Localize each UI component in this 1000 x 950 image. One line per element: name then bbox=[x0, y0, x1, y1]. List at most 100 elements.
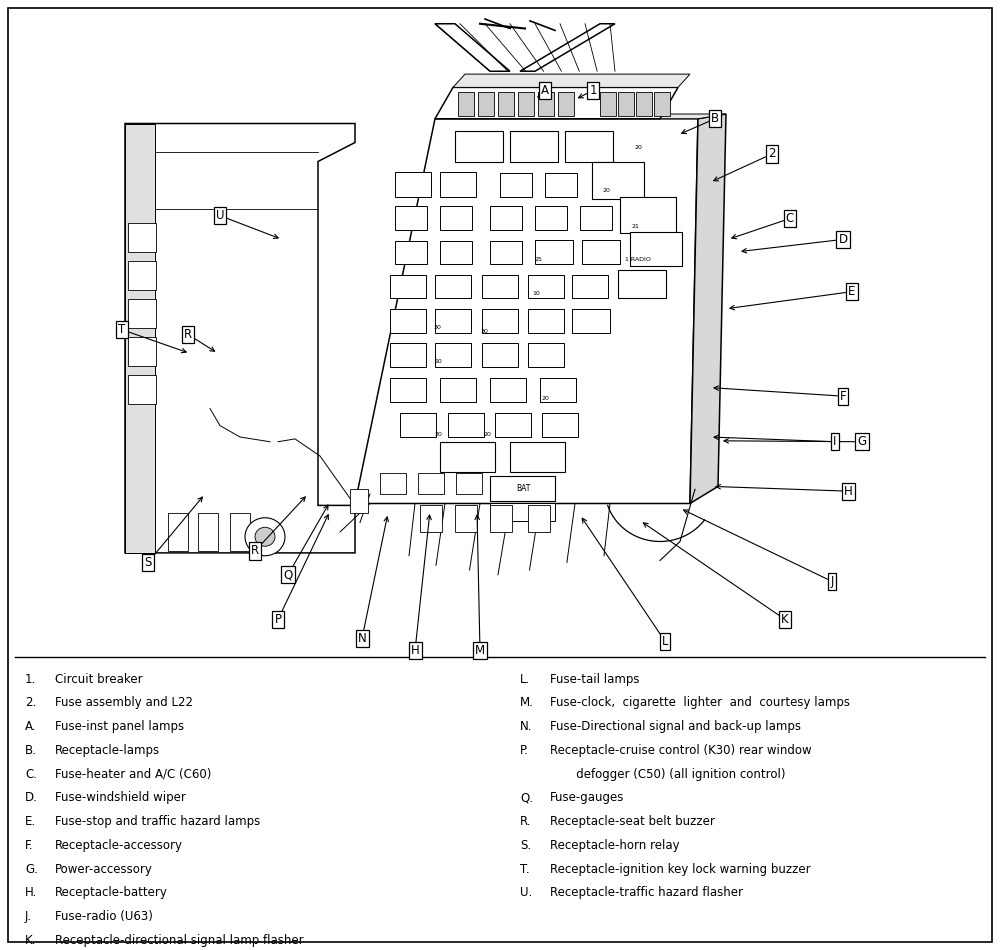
Text: Fuse assembly and L22: Fuse assembly and L22 bbox=[55, 696, 193, 710]
Text: C: C bbox=[786, 212, 794, 225]
Bar bbox=[618, 92, 634, 116]
Text: 10: 10 bbox=[532, 291, 540, 296]
Text: Receptacle-directional signal lamp flasher: Receptacle-directional signal lamp flash… bbox=[55, 934, 304, 947]
Text: 21: 21 bbox=[631, 223, 639, 229]
Bar bbox=[572, 275, 608, 298]
Bar bbox=[230, 513, 250, 551]
Bar bbox=[390, 275, 426, 298]
Text: 10: 10 bbox=[434, 359, 442, 365]
Text: 2: 2 bbox=[768, 147, 776, 161]
Text: A.: A. bbox=[25, 720, 36, 733]
Bar bbox=[490, 206, 522, 230]
Bar bbox=[490, 504, 555, 521]
Text: 20: 20 bbox=[541, 396, 549, 402]
Text: Fuse-clock,  cigarette  lighter  and  courtesy lamps: Fuse-clock, cigarette lighter and courte… bbox=[550, 696, 850, 710]
Bar bbox=[128, 299, 156, 328]
Bar bbox=[540, 378, 576, 402]
Bar bbox=[500, 173, 532, 197]
Text: Q.: Q. bbox=[520, 791, 533, 805]
Bar bbox=[198, 513, 218, 551]
Polygon shape bbox=[690, 114, 726, 504]
Text: Receptacle-cruise control (K30) rear window: Receptacle-cruise control (K30) rear win… bbox=[550, 744, 812, 757]
Bar bbox=[458, 92, 474, 116]
Text: K: K bbox=[781, 613, 789, 626]
Bar bbox=[390, 378, 426, 402]
Text: T: T bbox=[118, 323, 126, 336]
Polygon shape bbox=[355, 119, 698, 504]
Text: 2.: 2. bbox=[25, 696, 36, 710]
Text: Receptacle-horn relay: Receptacle-horn relay bbox=[550, 839, 680, 852]
Bar bbox=[572, 309, 610, 332]
Text: L.: L. bbox=[520, 673, 530, 686]
Bar bbox=[478, 92, 494, 116]
Text: T.: T. bbox=[520, 863, 530, 876]
Text: Fuse-Directional signal and back-up lamps: Fuse-Directional signal and back-up lamp… bbox=[550, 720, 801, 733]
Bar bbox=[482, 309, 518, 332]
Text: Q: Q bbox=[283, 568, 293, 581]
Bar bbox=[528, 505, 550, 532]
Text: E: E bbox=[848, 285, 856, 298]
Text: Fuse-inst panel lamps: Fuse-inst panel lamps bbox=[55, 720, 184, 733]
Text: H: H bbox=[844, 484, 852, 498]
Text: Fuse-radio (U63): Fuse-radio (U63) bbox=[55, 910, 153, 923]
Text: BAT: BAT bbox=[516, 484, 530, 493]
Text: 1.: 1. bbox=[25, 673, 36, 686]
Bar bbox=[128, 337, 156, 366]
Bar bbox=[490, 476, 555, 501]
Text: 25: 25 bbox=[534, 256, 542, 262]
Polygon shape bbox=[435, 87, 678, 119]
Polygon shape bbox=[435, 24, 510, 71]
Text: 30: 30 bbox=[480, 329, 488, 334]
Text: Receptacle-ignition key lock warning buzzer: Receptacle-ignition key lock warning buz… bbox=[550, 863, 811, 876]
Bar bbox=[528, 275, 564, 298]
Bar bbox=[618, 270, 666, 298]
Bar bbox=[128, 223, 156, 252]
Bar bbox=[440, 442, 495, 472]
Bar bbox=[518, 92, 534, 116]
Text: B.: B. bbox=[25, 744, 37, 757]
Text: C.: C. bbox=[25, 768, 37, 781]
Bar bbox=[654, 92, 670, 116]
Text: Circuit breaker: Circuit breaker bbox=[55, 673, 143, 686]
Bar bbox=[490, 378, 526, 402]
Bar bbox=[350, 489, 368, 513]
Bar bbox=[630, 232, 682, 266]
Bar bbox=[528, 309, 564, 332]
Polygon shape bbox=[125, 124, 355, 553]
Text: Fuse-heater and A/C (C60): Fuse-heater and A/C (C60) bbox=[55, 768, 211, 781]
Bar bbox=[542, 413, 578, 437]
Bar bbox=[420, 505, 442, 532]
Bar bbox=[636, 92, 652, 116]
Text: H: H bbox=[411, 644, 419, 657]
Text: Receptacle-traffic hazard flasher: Receptacle-traffic hazard flasher bbox=[550, 886, 743, 900]
Text: R.: R. bbox=[520, 815, 532, 828]
Bar bbox=[490, 241, 522, 264]
Text: Fuse-windshield wiper: Fuse-windshield wiper bbox=[55, 791, 186, 805]
Text: F.: F. bbox=[25, 839, 34, 852]
Text: D: D bbox=[838, 233, 848, 246]
Bar bbox=[498, 92, 514, 116]
Circle shape bbox=[245, 518, 285, 556]
Text: D.: D. bbox=[25, 791, 38, 805]
Bar bbox=[535, 206, 567, 230]
Bar bbox=[482, 275, 518, 298]
Bar bbox=[128, 261, 156, 290]
Text: R: R bbox=[251, 544, 259, 558]
Bar bbox=[390, 309, 426, 332]
Text: N.: N. bbox=[520, 720, 532, 733]
Text: U.: U. bbox=[520, 886, 532, 900]
Bar bbox=[538, 92, 554, 116]
Text: Fuse-stop and traffic hazard lamps: Fuse-stop and traffic hazard lamps bbox=[55, 815, 260, 828]
Bar bbox=[592, 162, 644, 199]
Bar bbox=[168, 513, 188, 551]
Bar bbox=[600, 92, 616, 116]
Text: Power-accessory: Power-accessory bbox=[55, 863, 153, 876]
Bar bbox=[395, 206, 427, 230]
Text: 1: 1 bbox=[589, 84, 597, 97]
Bar bbox=[435, 275, 471, 298]
Text: U: U bbox=[216, 209, 224, 222]
Text: Fuse-tail lamps: Fuse-tail lamps bbox=[550, 673, 640, 686]
Bar bbox=[435, 309, 471, 332]
Text: M: M bbox=[475, 644, 485, 657]
Bar bbox=[440, 172, 476, 197]
